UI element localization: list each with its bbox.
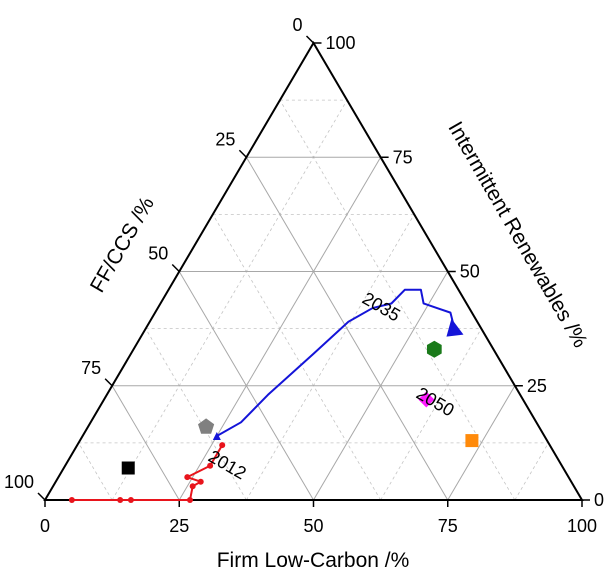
annotation-2050: 2050 — [413, 383, 458, 420]
grid-line — [246, 214, 414, 500]
left-tick-label: 100 — [4, 472, 34, 492]
bottom-tick-label: 0 — [40, 516, 50, 536]
left-tick-label: 50 — [148, 244, 168, 264]
red-series-point — [187, 497, 193, 503]
x-axis-label: Firm Low-Carbon /% — [217, 549, 410, 572]
left-tick-mark — [172, 265, 179, 272]
red-series-point — [198, 479, 204, 485]
annotation-2035: 2035 — [359, 288, 404, 325]
left-tick-mark — [38, 493, 45, 500]
bottom-tick-label: 75 — [438, 516, 458, 536]
bottom-tick-label: 100 — [567, 516, 597, 536]
gray-pentagon-marker — [198, 418, 214, 433]
bottom-tick-label: 25 — [169, 516, 189, 536]
red-series-point — [128, 497, 134, 503]
green-hexagon-marker — [427, 341, 442, 358]
right-tick-label: 25 — [527, 376, 547, 396]
blue-series-line — [217, 290, 455, 436]
annotation-2012: 2012 — [205, 446, 250, 483]
left-tick-label: 75 — [81, 358, 101, 378]
scenario-markers — [122, 341, 479, 475]
black-square-marker — [122, 462, 135, 475]
grid-line — [112, 100, 347, 500]
right-tick-label: 100 — [326, 33, 356, 53]
right-tick-label: 50 — [460, 262, 480, 282]
grid-line — [515, 443, 549, 500]
red-series-point — [69, 497, 75, 503]
orange-square-marker — [465, 434, 478, 447]
left-tick-mark — [105, 379, 112, 386]
left-tick-label: 25 — [215, 129, 235, 149]
red-series-point — [184, 474, 190, 480]
red-series-point — [117, 497, 123, 503]
right-axis-label: Intermittent Renewables /% — [443, 118, 591, 352]
bottom-tick-label: 50 — [303, 516, 323, 536]
blue-arrow-head — [446, 319, 463, 337]
blue-start-marker — [213, 432, 221, 440]
left-tick-mark — [307, 36, 314, 43]
red-series-point — [219, 442, 225, 448]
right-tick-label: 75 — [393, 147, 413, 167]
grid-line — [79, 443, 113, 500]
left-tick-label: 0 — [292, 15, 302, 35]
red-series-line — [72, 445, 222, 500]
right-tick-label: 0 — [594, 490, 604, 510]
grid-line — [213, 214, 381, 500]
left-tick-mark — [239, 150, 246, 157]
red-series-point — [190, 483, 196, 489]
